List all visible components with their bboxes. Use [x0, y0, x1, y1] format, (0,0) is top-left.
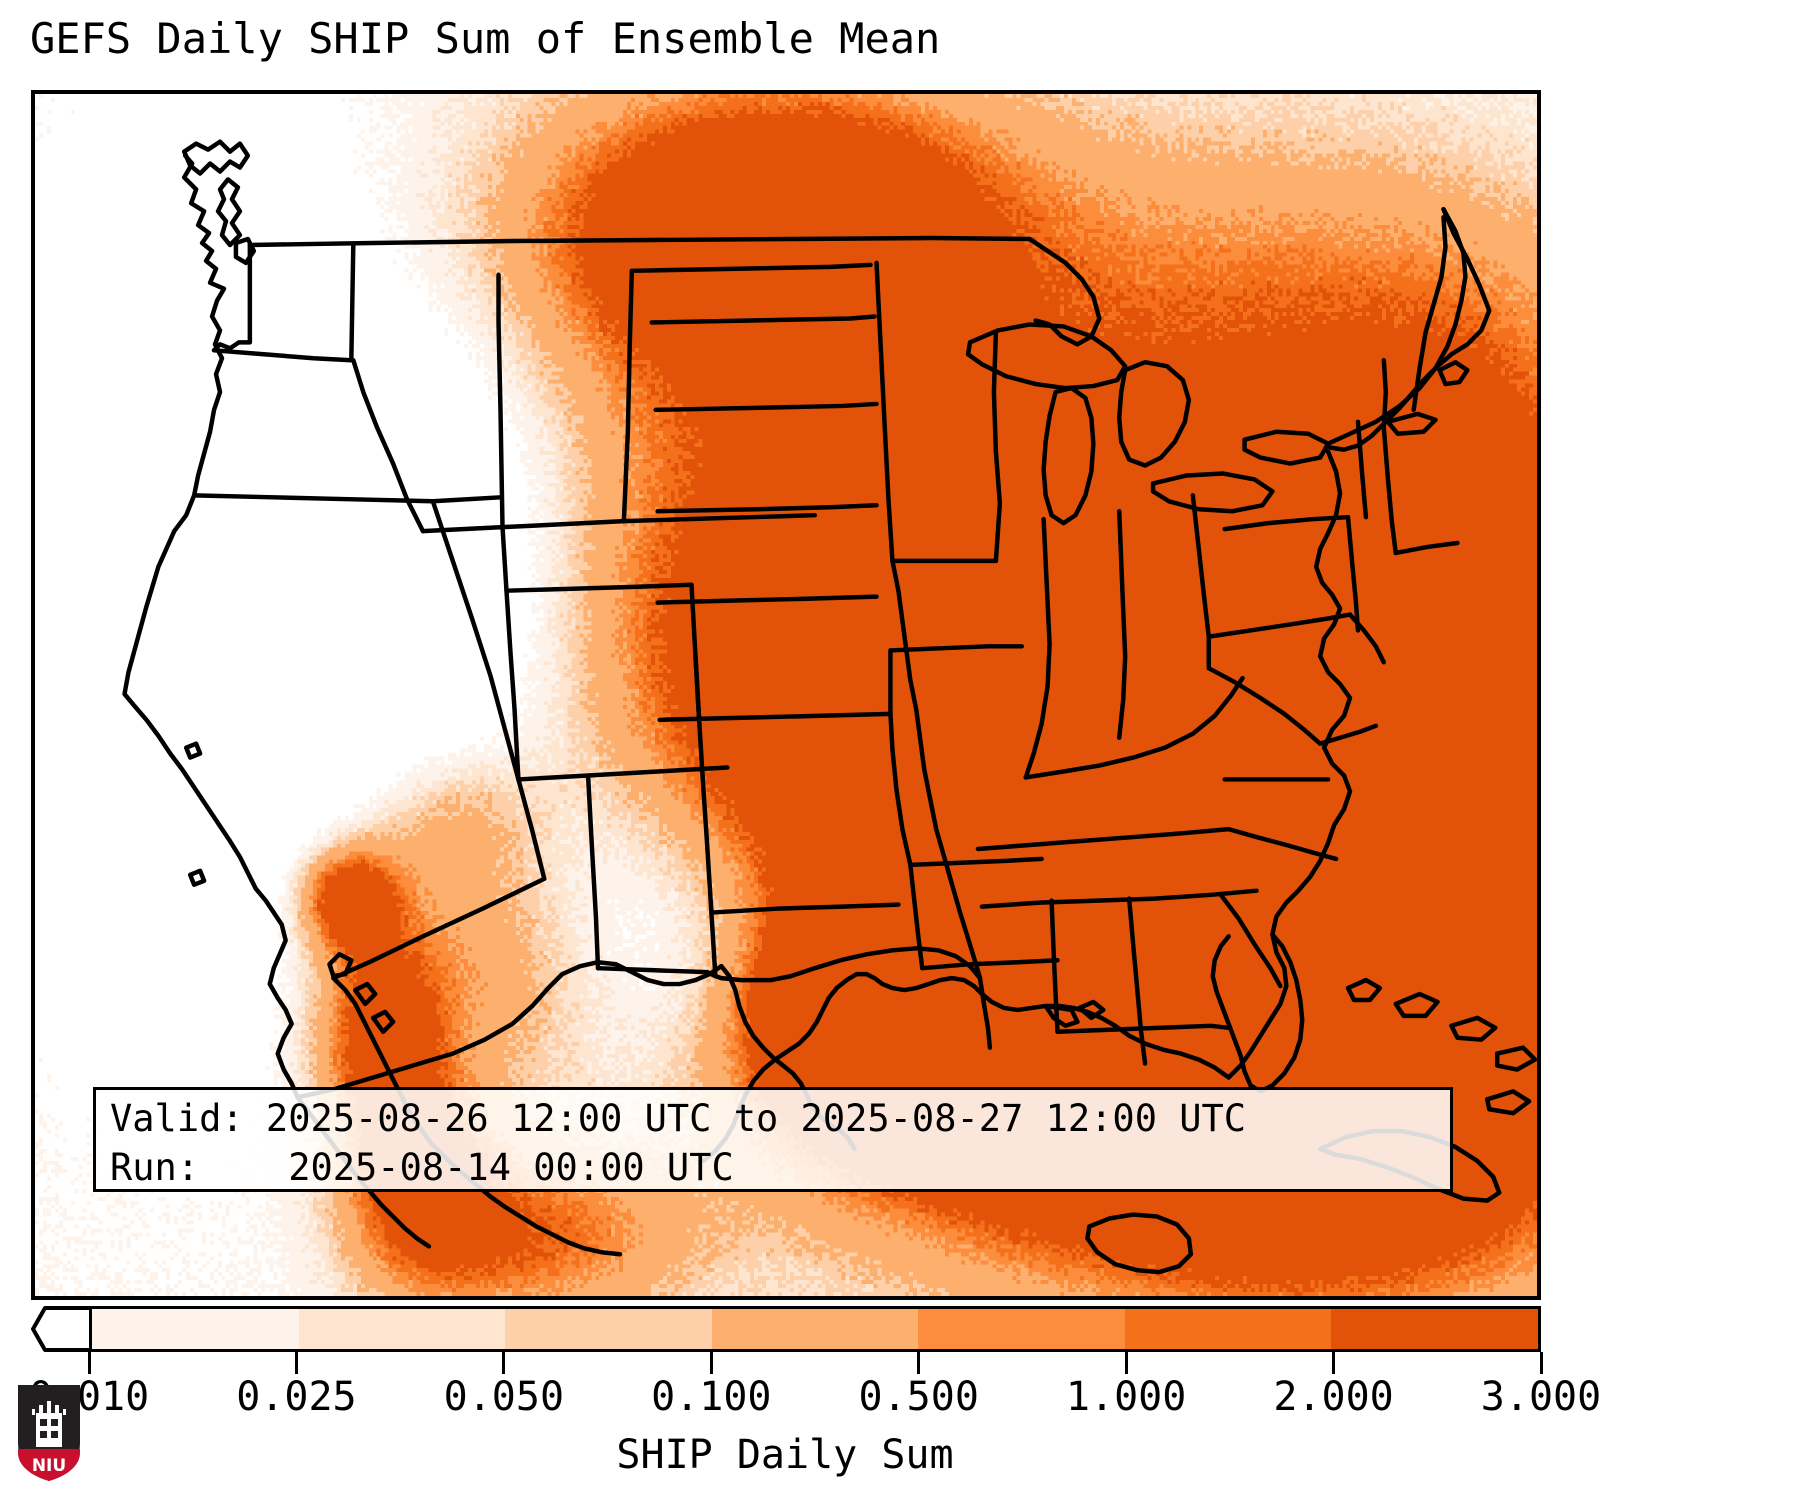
colorbar-tick-5	[1124, 1352, 1128, 1374]
colorbar[interactable]	[31, 1306, 1541, 1352]
svg-text:NIU: NIU	[32, 1456, 66, 1476]
colorbar-label-2: 0.050	[443, 1374, 565, 1420]
colorbar-segment-0	[92, 1309, 299, 1349]
colorbar-tick-labels: 0.010 0.025 0.050 0.100 0.500 1.000 2.000 3.000	[0, 1374, 1803, 1426]
colorbar-gradient	[89, 1306, 1541, 1352]
colorbar-segment-2	[505, 1309, 712, 1349]
colorbar-tick-0	[87, 1352, 91, 1374]
run-time-line: Run: 2025-08-14 00:00 UTC	[110, 1146, 734, 1189]
map-axes[interactable]: Valid: 2025-08-26 12:00 UTC to 2025-08-2…	[31, 90, 1541, 1300]
colorbar-segment-5	[1124, 1309, 1332, 1349]
geography-outline-layer	[122, 139, 1537, 1275]
colorbar-tick-2	[502, 1352, 506, 1374]
niu-logo: NIU	[18, 1385, 80, 1481]
colorbar-tick-7	[1539, 1352, 1543, 1374]
page-title: GEFS Daily SHIP Sum of Ensemble Mean	[30, 14, 941, 63]
colorbar-label-7: 3.000	[1480, 1374, 1602, 1420]
colorbar-tick-1	[294, 1352, 298, 1374]
colorbar-axis-label: SHIP Daily Sum	[616, 1432, 954, 1478]
colorbar-label-3: 0.100	[651, 1374, 772, 1420]
colorbar-tick-3	[709, 1352, 713, 1374]
colorbar-min-extend-arrow	[31, 1306, 89, 1352]
map-clip: Valid: 2025-08-26 12:00 UTC to 2025-08-2…	[35, 94, 1537, 1296]
colorbar-segment-3	[711, 1309, 919, 1349]
colorbar-tick-6	[1332, 1352, 1336, 1374]
colorbar-label-1: 0.025	[236, 1374, 357, 1420]
colorbar-segment-4	[918, 1309, 1125, 1349]
colorbar-segment-6	[1331, 1309, 1539, 1349]
valid-time-line: Valid: 2025-08-26 12:00 UTC to 2025-08-2…	[110, 1097, 1247, 1140]
metadata-infobox: Valid: 2025-08-26 12:00 UTC to 2025-08-2…	[93, 1087, 1453, 1192]
colorbar-tick-4	[917, 1352, 921, 1374]
colorbar-segment-1	[298, 1309, 506, 1349]
colorbar-label-6: 2.000	[1273, 1374, 1394, 1420]
colorbar-ticks	[31, 1352, 1543, 1374]
colorbar-label-5: 1.000	[1065, 1374, 1187, 1420]
colorbar-label-4: 0.500	[858, 1374, 979, 1420]
